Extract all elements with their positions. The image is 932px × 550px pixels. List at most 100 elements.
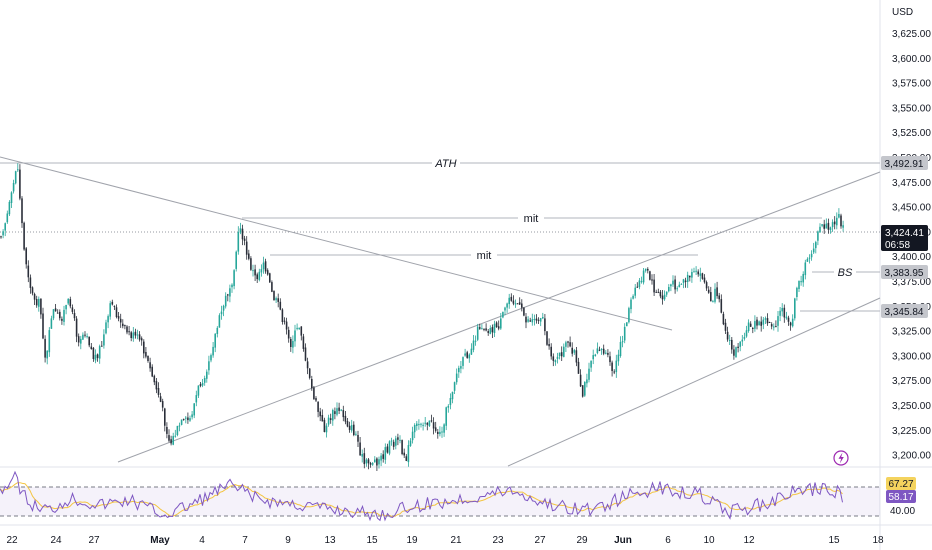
ath-label[interactable]: ATH	[434, 158, 456, 170]
candle-body	[800, 281, 802, 283]
candle-body	[376, 458, 378, 466]
candle-body	[617, 354, 620, 362]
candle-body	[124, 325, 126, 327]
candle-body	[836, 217, 838, 226]
candle-body	[374, 459, 376, 463]
candle-body	[367, 459, 370, 464]
currency-label: USD	[892, 7, 913, 18]
candle-body	[250, 258, 252, 270]
candle-body	[411, 431, 414, 441]
candle-body	[621, 341, 624, 343]
candle-body	[69, 299, 72, 307]
candle-body	[485, 328, 487, 331]
candle-body	[466, 352, 468, 358]
candle-body	[731, 339, 733, 350]
candle-body	[361, 454, 363, 457]
candle-body	[716, 287, 718, 297]
candle-body	[773, 326, 775, 328]
price-axis-label: 3,475.00	[892, 178, 931, 189]
candle-body	[726, 331, 729, 340]
candle-body	[577, 361, 580, 374]
candle-body	[21, 198, 23, 224]
candle-body	[197, 385, 200, 396]
candle-body	[500, 318, 502, 329]
candle-body	[208, 361, 210, 371]
candle-body	[495, 322, 498, 328]
candle-body	[724, 322, 727, 331]
rising-channel-upper[interactable]	[117, 171, 881, 463]
candle-body	[229, 288, 231, 297]
bs-label[interactable]: BS	[838, 267, 853, 279]
candle-body	[399, 439, 401, 441]
candle-body	[371, 463, 374, 465]
candle-body	[380, 455, 382, 461]
candle-body	[140, 338, 143, 341]
candle-body	[8, 201, 11, 215]
candle-body	[661, 295, 664, 300]
candle-body	[720, 299, 723, 313]
rsi-band	[0, 487, 880, 516]
candle-body	[332, 410, 334, 421]
candle-body	[296, 327, 298, 329]
candle-body	[655, 291, 657, 293]
lightning-icon[interactable]	[833, 450, 849, 466]
candle-body	[355, 433, 357, 435]
candle-body	[445, 407, 447, 426]
mit-upper-label[interactable]: mit	[524, 213, 539, 225]
candle-body	[722, 313, 725, 325]
candle-body	[533, 319, 536, 320]
candle-body	[248, 253, 250, 259]
candle-body	[607, 353, 609, 355]
candle-body	[460, 366, 462, 369]
time-axis[interactable]: 22 24 27 May 4 7 9 13 15 19 21 23 27 29 Jun 6 10 12 15 18	[6, 535, 884, 546]
time-axis-label: 10	[703, 535, 715, 546]
time-axis-label: 6	[665, 535, 671, 546]
price-axis-label: 3,450.00	[892, 203, 931, 214]
candle-body	[147, 355, 149, 361]
candle-body	[136, 334, 139, 336]
candle-body	[92, 347, 95, 359]
candle-body	[535, 318, 538, 321]
candle-body	[420, 423, 422, 425]
drawings[interactable]	[0, 156, 881, 467]
candle-body	[350, 425, 353, 431]
ath-label-bg	[432, 156, 460, 170]
candle-body	[329, 418, 332, 420]
candle-body	[659, 291, 662, 297]
rsi-pane[interactable]	[0, 470, 880, 522]
candle-body	[575, 350, 578, 363]
candle-body	[428, 420, 431, 426]
candle-body	[336, 408, 338, 415]
ath-price-tag: 3,492.91	[881, 156, 928, 170]
candle-body	[794, 298, 796, 319]
candle-body	[563, 346, 565, 357]
candle-body	[82, 334, 84, 340]
descending-trendline[interactable]	[0, 156, 673, 331]
candlestick-series[interactable]	[0, 163, 844, 471]
mit-lower-label[interactable]: mit	[477, 250, 492, 262]
candle-body	[439, 431, 441, 435]
candle-body	[657, 291, 660, 293]
candle-body	[752, 328, 754, 329]
candle-body	[252, 270, 254, 272]
candle-body	[227, 294, 229, 296]
candle-body	[783, 307, 786, 318]
time-axis-label: 15	[366, 535, 378, 546]
candle-body	[243, 238, 246, 241]
price-axis-label: 3,550.00	[892, 103, 931, 114]
candle-body	[472, 340, 475, 350]
candle-body	[747, 322, 750, 331]
candle-body	[392, 441, 395, 447]
candle-body	[586, 379, 588, 384]
candle-body	[531, 319, 534, 323]
candle-body	[600, 349, 603, 350]
candle-body	[476, 326, 479, 340]
candle-body	[363, 453, 366, 465]
candle-body	[216, 327, 219, 334]
candle-body	[638, 280, 641, 288]
candle-body	[218, 315, 221, 328]
rising-channel-lower[interactable]	[507, 297, 881, 467]
candle-body	[598, 349, 601, 351]
price-axis-label: 3,600.00	[892, 54, 931, 65]
